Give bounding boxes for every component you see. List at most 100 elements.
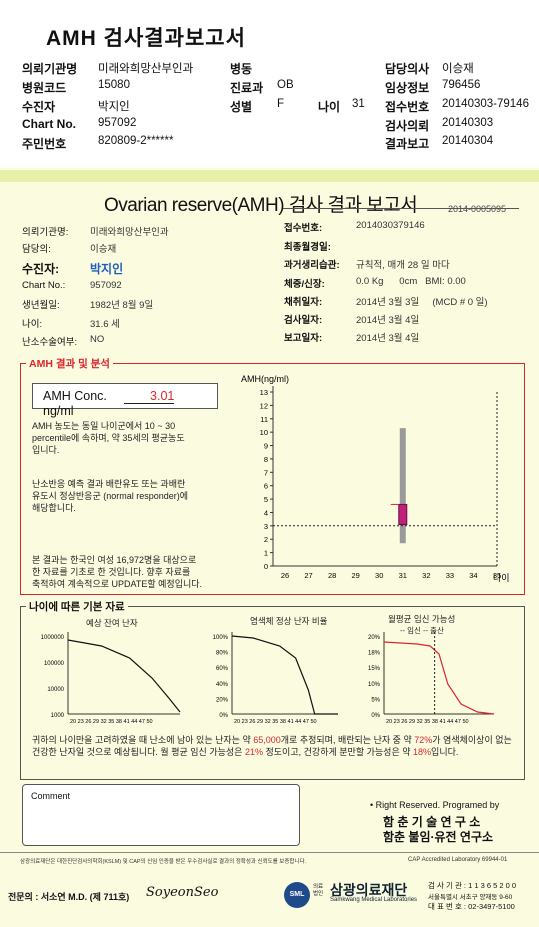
mini-chart-title-1: 예상 잔여 난자	[86, 618, 138, 628]
mini-y-tick-label: 10000	[47, 687, 64, 693]
document-number: 2014-0005095	[448, 204, 507, 214]
y-tick-label: 9	[264, 442, 268, 451]
header-value: F	[277, 98, 285, 110]
header-key: 병원코드	[22, 81, 67, 95]
para2-line2: 유도시 정상반응군 (normal responder)에	[32, 491, 189, 501]
header-key: 담당의사	[385, 62, 430, 76]
org-prefix: 의료법인	[313, 884, 324, 897]
mini-y-tick-label: 0%	[219, 713, 228, 719]
y-tick-label: 4	[264, 508, 268, 517]
contact-line-3: 대 표 번 호 : 02-3497-5100	[428, 902, 515, 911]
whisker-range	[399, 428, 406, 544]
summary-h: 정도이고,	[265, 747, 302, 757]
x-tick-label: 30	[375, 571, 383, 580]
right-field-value: 2014년 3월 3일 (MCD # 0 일)	[356, 297, 488, 308]
right-field-key: 최종월경일:	[284, 242, 331, 253]
contact-line-1: 검 사 기 관 : 1 1 3 6 5 2 0 0	[428, 881, 517, 890]
left-field-key: 의뢰기관명:	[22, 227, 69, 238]
mini-y-tick-label: 10%	[368, 682, 381, 688]
x-tick-label: 34	[469, 571, 477, 580]
right-field-value: 0.0 Kg 0cm BMI: 0.00	[356, 276, 466, 287]
left-field-value: 1982년 8월 9일	[90, 300, 154, 311]
amh-section-title: AMH 결과 및 분석	[26, 356, 113, 371]
summary-d: 약	[403, 735, 412, 745]
header-value: 820809-2******	[98, 135, 174, 147]
para3-line3: 축적하여 계속적으로 UPDATE할 예정입니다.	[32, 579, 203, 589]
y-tick-label: 5	[264, 495, 268, 504]
contact-line-2: 서울특별시 서초구 양재동 9-60	[428, 894, 513, 901]
header-value: OB	[277, 79, 294, 91]
para1-line3: 입니다.	[32, 445, 60, 455]
left-field-value: 957092	[90, 280, 122, 291]
header-key: 접수번호	[385, 100, 430, 114]
x-tick-label: 31	[399, 571, 407, 580]
certification-note: 삼광의료재단은 대한진단검사의학회(KSLM) 및 CAP의 신임 인증을 받은…	[20, 859, 307, 865]
right-field-value: 2014년 3월 4일	[356, 333, 420, 344]
summary-i: 건강하게 분만할 가능성은 약	[303, 747, 411, 757]
x-tick-label: 26	[281, 571, 289, 580]
footer-divider	[0, 852, 539, 853]
y-tick-label: 3	[264, 522, 268, 531]
para2-line1: 난소반응 예측 결과 배란유도 또는 과배란	[32, 479, 186, 489]
header-value: 미래와희망산부인과	[98, 63, 194, 75]
right-field-value: 2014년 3월 4일	[356, 315, 420, 326]
header-value: 박지인	[98, 101, 130, 113]
left-field-value: NO	[90, 334, 105, 345]
para3-line1: 본 결과는 한국인 여성 16,972명을 대상으로	[32, 555, 197, 565]
responder-paragraph: 난소반응 예측 결과 배란유도 또는 과배란 유도시 정상반응군 (normal…	[32, 478, 188, 514]
age-data-box	[20, 606, 525, 780]
y-tick-label: 1	[264, 549, 268, 558]
summary-birth-pct: 18%	[413, 747, 432, 757]
left-field-value: 박지인	[90, 262, 124, 276]
para1-line2: percentile에 속하며, 약 35세의 평균농도	[32, 433, 185, 443]
header-value: 957092	[98, 117, 137, 129]
summary-f: 가 염색체이상이 없는 건강한 난자일 것으로 예상됩니다. 월 평균 임신 가…	[32, 735, 512, 757]
left-field-key: 생년월일:	[22, 300, 60, 311]
header-value: 15080	[98, 79, 130, 91]
lab-name-1: 함 춘 기 술 연 구 소	[383, 815, 481, 829]
y-tick-label: 8	[264, 455, 268, 464]
header-value: 20140304	[442, 135, 494, 147]
rights-text: • Right Reserved. Programed by	[370, 800, 500, 810]
mini-y-tick-label: 18%	[368, 651, 381, 657]
chart-xlabel: 나이	[493, 573, 510, 583]
title-underline	[283, 208, 519, 209]
summary-normal-pct: 72%	[414, 735, 433, 745]
summary-c: 개로 추정되며, 배란되는 난자 중	[280, 735, 401, 745]
mini-y-tick-label: 20%	[216, 697, 229, 703]
mini-y-tick-label: 100000	[44, 661, 65, 667]
para3-line2: 한 자료를 기초로 한 것입니다. 향후 자료를	[32, 567, 191, 577]
left-field-key: Chart No.:	[22, 280, 66, 291]
left-field-value: 미래와희망산부인과	[90, 227, 169, 238]
mini-y-tick-label: 5%	[371, 697, 380, 703]
para1-line1: AMH 농도는 동일 나이군에서 10 ~ 30	[32, 421, 176, 431]
header-key: 성별	[230, 100, 253, 114]
cap-accreditation: CAP Accredited Laboratory 69944-01	[408, 857, 508, 863]
doctor-name: 전문의 : 서소연 M.D. (제 711호)	[8, 892, 130, 902]
right-field-key: 과거생리습관:	[284, 260, 340, 271]
left-field-key: 난소수술여부:	[22, 337, 78, 348]
mini-chart-title-3: 월평균 임신 가능성	[388, 614, 456, 624]
y-tick-label: 13	[260, 388, 268, 397]
right-field-key: 접수번호:	[284, 223, 323, 234]
header-value: 31	[352, 98, 365, 110]
header-value: 이승재	[442, 63, 474, 75]
org-english-name: Samkwang Medical Laboratories	[330, 897, 418, 903]
para2-line3: 해당합니다.	[32, 503, 76, 513]
y-tick-label: 10	[260, 428, 268, 437]
mini-chart-title-2: 염색체 정상 난자 비율	[250, 616, 328, 626]
comment-box: Comment	[22, 784, 300, 846]
header-key: 진료과	[230, 81, 264, 95]
right-field-key: 채취일자:	[284, 297, 323, 308]
mini-y-tick-label: 1000	[51, 713, 65, 719]
summary-k: 입니다.	[431, 747, 459, 757]
left-field-key: 수진자:	[22, 262, 60, 276]
mini-y-tick-label: 1000000	[41, 635, 65, 641]
left-field-key: 나이:	[22, 319, 43, 330]
right-field-key: 검사일자:	[284, 315, 323, 326]
age-section-title: 나이에 따른 기본 자료	[26, 599, 128, 614]
header-key: 나이	[318, 100, 341, 114]
x-tick-label: 29	[351, 571, 359, 580]
header-key: 의뢰기관명	[22, 62, 78, 76]
